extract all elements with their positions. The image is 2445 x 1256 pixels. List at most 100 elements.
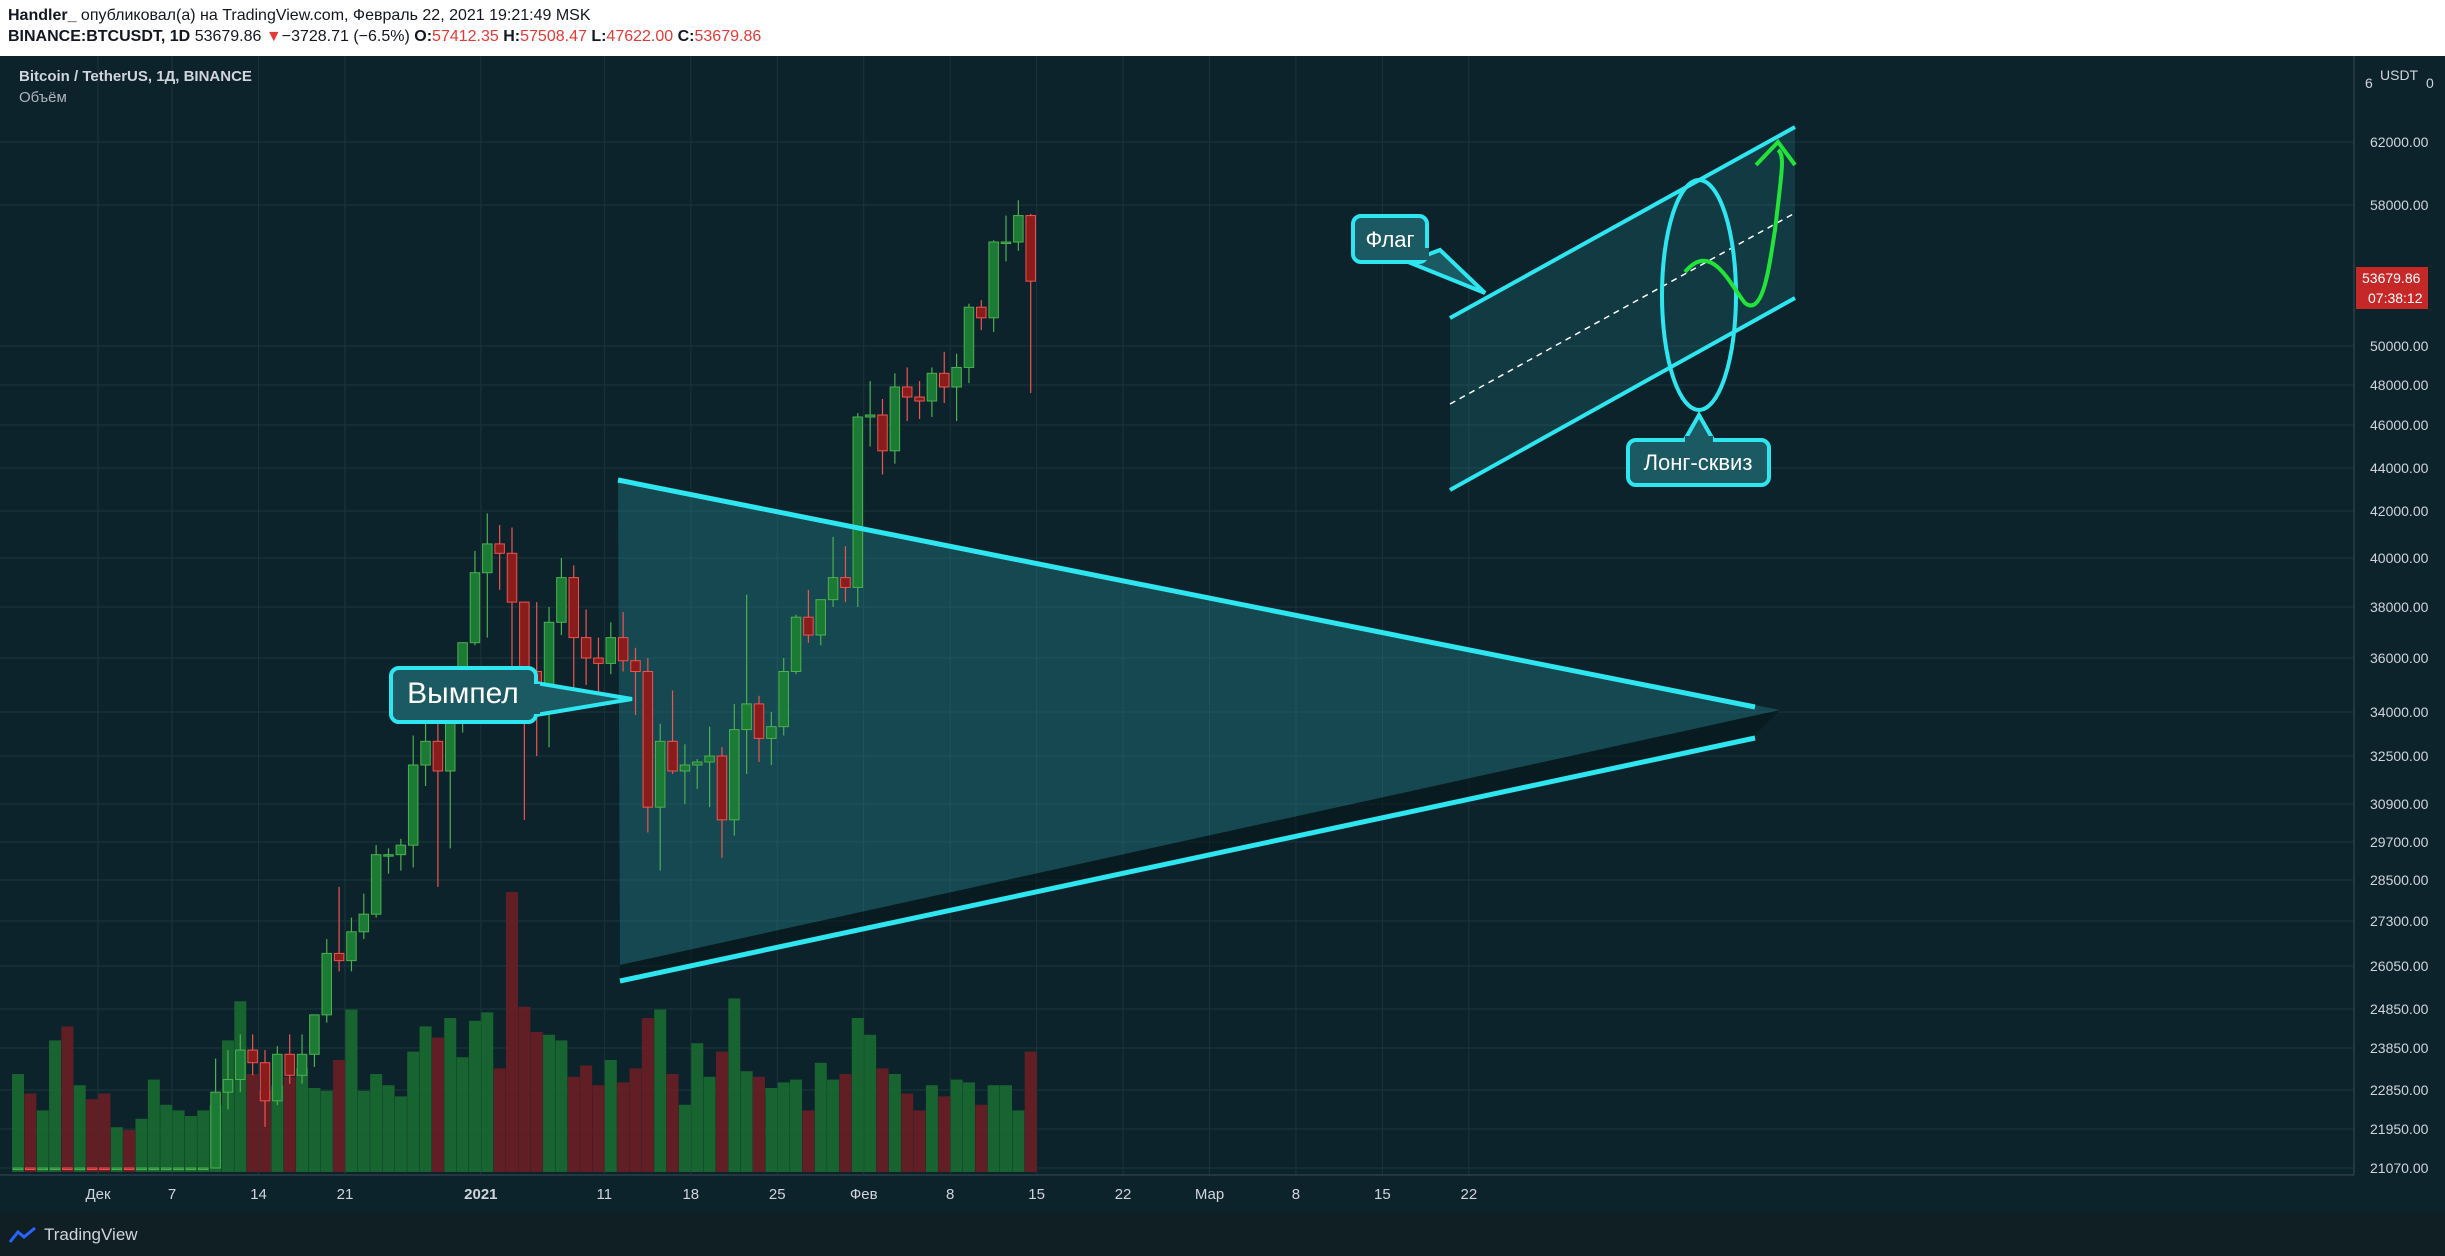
- price-tick-label: 58000.00: [2370, 197, 2429, 213]
- forecast-arrowhead-icon[interactable]: [1754, 138, 1797, 167]
- symbol-label: BINANCE:BTCUSDT, 1D: [8, 28, 191, 45]
- time-tick-label: 18: [682, 1186, 699, 1203]
- published-text: опубликовал(а) на TradingView.com, Февра…: [80, 7, 591, 24]
- candle-body: [753, 703, 765, 739]
- high-value: 57508.47: [520, 28, 587, 45]
- volume-bar: [765, 1088, 778, 1172]
- volume-bar: [654, 1009, 667, 1172]
- candle: [704, 726, 715, 808]
- price-tick-label: 48000.00: [2370, 377, 2429, 393]
- candle-body: [901, 386, 913, 398]
- candle-body: [568, 577, 579, 639]
- volume-bar: [851, 1018, 864, 1172]
- close-value: 53679.86: [694, 28, 762, 45]
- time-tick-label: 2021: [464, 1186, 497, 1203]
- candle: [148, 1167, 160, 1170]
- candle-body: [654, 740, 666, 808]
- volume-bar: [36, 1110, 49, 1172]
- forecast-arrow-path[interactable]: [1683, 148, 1784, 308]
- clipped-tick-label: 6: [2365, 75, 2373, 91]
- candle-body: [185, 1167, 197, 1170]
- candle-body: [852, 416, 864, 588]
- volume-bar: [49, 1040, 62, 1172]
- candle-body: [939, 372, 950, 388]
- candle: [815, 599, 826, 646]
- volume-bar: [382, 1085, 395, 1172]
- volume-bar: [184, 1116, 197, 1172]
- price-tick-label: 32500.00: [2370, 748, 2429, 764]
- candle-body: [494, 543, 505, 554]
- volume-legend: Объём: [19, 89, 67, 106]
- flag-lower-line[interactable]: [1449, 296, 1796, 492]
- candle: [1000, 215, 1012, 262]
- volume-bar: [518, 1006, 531, 1172]
- long-squeeze-callout[interactable]: Лонг-сквиз: [1626, 410, 1771, 487]
- drawings[interactable]: Вымпел Флаг Лонг-сквиз: [389, 125, 1797, 984]
- grid-lines: [0, 56, 2354, 1175]
- candle-body: [383, 854, 394, 857]
- candle-body: [729, 729, 740, 821]
- pennant-upper-line[interactable]: [617, 477, 1756, 710]
- candle-body: [420, 740, 431, 766]
- chart-legend: Bitcoin / TetherUS, 1Д, BINANCE Объём: [19, 68, 252, 106]
- price-tick-label: 36000.00: [2370, 650, 2429, 666]
- volume-bar: [147, 1079, 160, 1172]
- pennant-callout[interactable]: Вымпел: [389, 666, 633, 724]
- volume-bar: [468, 1020, 481, 1172]
- price-chart[interactable]: Вымпел Флаг Лонг-сквиз Bitcoin / TetherU…: [0, 56, 2445, 1213]
- flag-label: Флаг: [1365, 227, 1414, 252]
- candle: [62, 1167, 73, 1170]
- candle: [49, 1167, 61, 1170]
- volume-bar: [283, 1076, 296, 1172]
- candle: [346, 917, 357, 972]
- flag-upper-line[interactable]: [1449, 125, 1796, 320]
- volume-bar: [197, 1110, 210, 1172]
- long-squeeze-ellipse[interactable]: [1660, 178, 1738, 412]
- candle: [1013, 200, 1024, 251]
- volume-bar: [308, 1088, 321, 1172]
- candle-body: [864, 414, 876, 418]
- candle-body: [333, 952, 345, 962]
- volume-bar: [728, 998, 741, 1172]
- flag-callout[interactable]: Флаг: [1351, 214, 1487, 295]
- volume-bar: [975, 1104, 988, 1172]
- candle-body: [395, 844, 407, 856]
- currency-suffix: 0: [2426, 75, 2434, 91]
- candle: [123, 1167, 135, 1170]
- volume-bar: [592, 1085, 605, 1172]
- chart-background: [0, 56, 2445, 1213]
- candle: [556, 558, 567, 636]
- tradingview-logo[interactable]: TradingView: [8, 1225, 138, 1245]
- candle-body: [692, 761, 703, 766]
- candle-body: [49, 1167, 61, 1170]
- volume-bar: [938, 1096, 951, 1172]
- time-tick-label: 11: [597, 1186, 613, 1203]
- price-tick-label: 22850.00: [2370, 1082, 2429, 1098]
- candle: [988, 240, 999, 332]
- volume-bar: [1012, 1110, 1025, 1172]
- candle-body: [914, 396, 925, 402]
- candle-body: [716, 755, 728, 821]
- candle-body: [803, 616, 814, 636]
- candle: [901, 367, 913, 421]
- candle-body: [111, 1167, 123, 1170]
- candle-body: [296, 1053, 308, 1076]
- price-tick-label: 29700.00: [2370, 834, 2429, 850]
- candle: [383, 848, 394, 874]
- time-tick-label: 22: [1115, 1186, 1132, 1203]
- volume-bar: [987, 1085, 1000, 1172]
- price-axis[interactable]: USDT 0 6 62000.00 58000.00 50000.00 48000.0…: [2353, 56, 2445, 1176]
- volume-bar: [506, 892, 518, 1172]
- publish-line: Handler_ опубликовал(а) на TradingView.c…: [8, 7, 591, 25]
- pennant-lower-line[interactable]: [619, 735, 1756, 984]
- candle: [284, 1034, 295, 1084]
- time-axis[interactable]: Дек 7 14 21 2021 11 18 25 Фев 8 15 22 Мар 8 15 22: [0, 1174, 2354, 1203]
- author-name[interactable]: Handler_: [8, 7, 77, 24]
- candle-body: [247, 1049, 258, 1064]
- volume-bar: [296, 1068, 309, 1172]
- time-tick-label: 7: [168, 1186, 176, 1203]
- candle-body: [173, 1167, 184, 1170]
- change-arrow-icon: ▼: [265, 28, 282, 45]
- price-tick-label: 23850.00: [2370, 1040, 2429, 1056]
- volume-bar: [703, 1076, 716, 1172]
